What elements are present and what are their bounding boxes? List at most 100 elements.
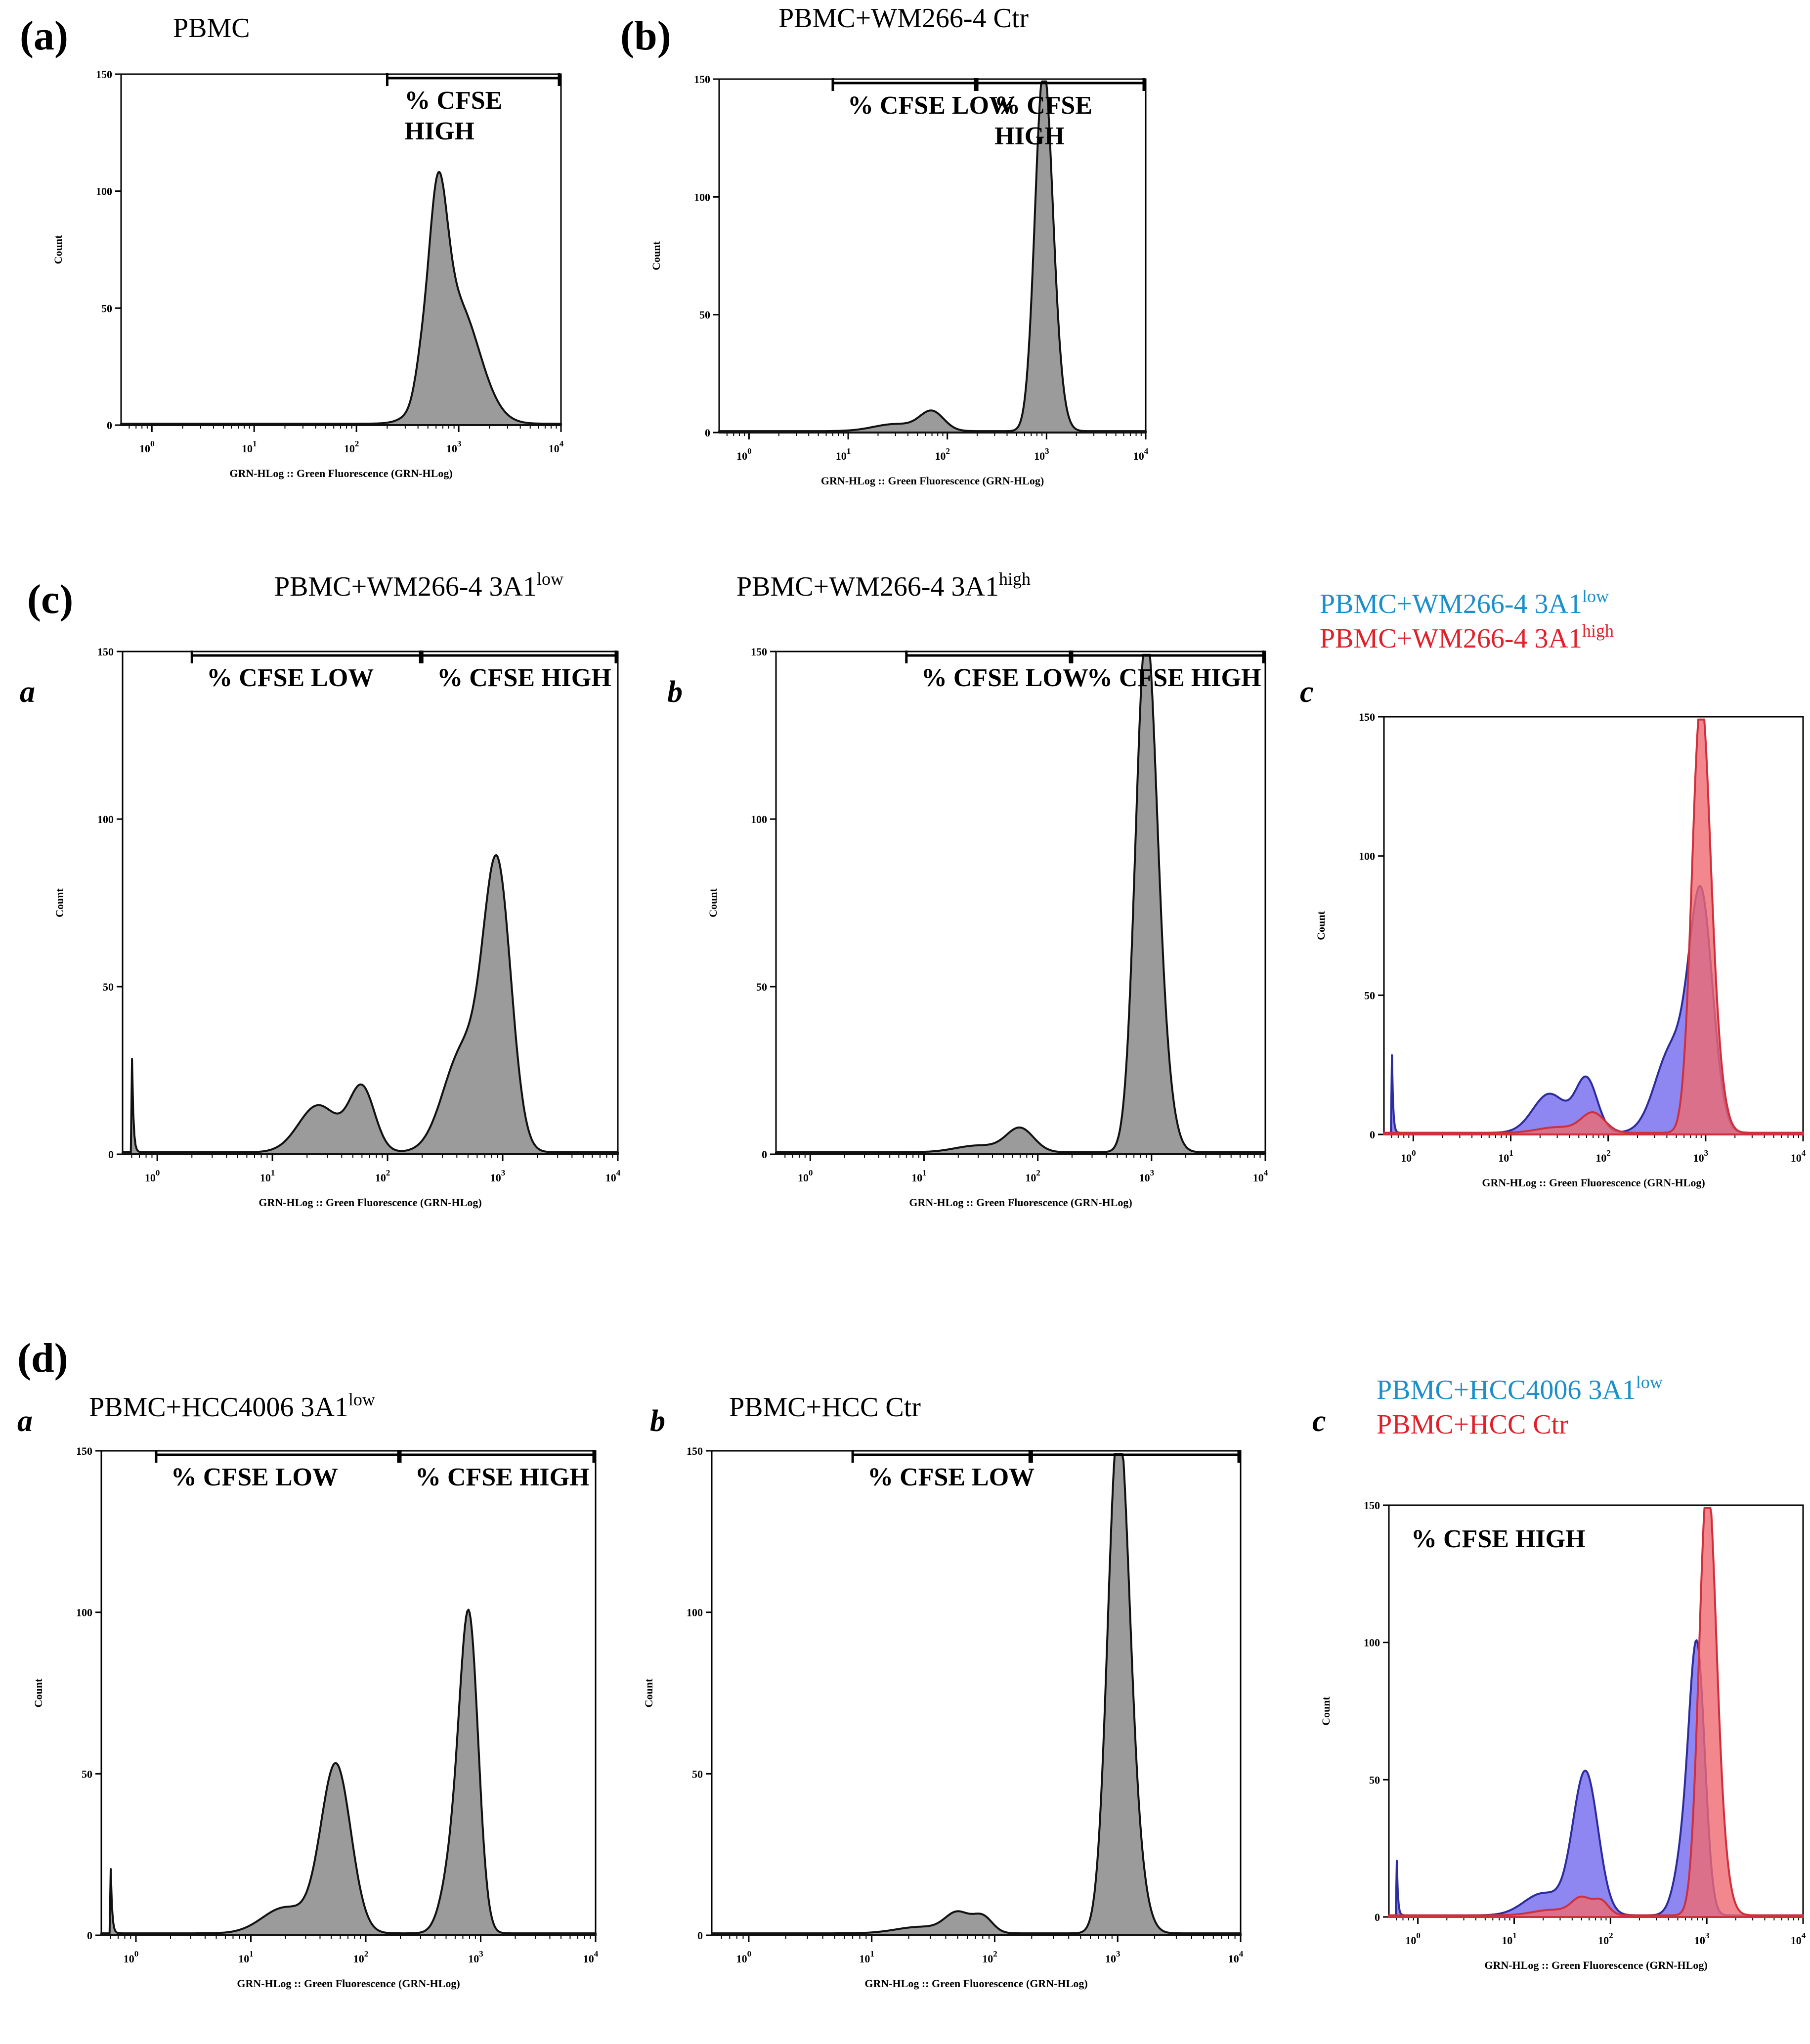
x-tick-base: 10 [1253,1172,1264,1184]
x-tick-base: 10 [145,1172,156,1184]
x-axis-label: GRN-HLog :: Green Fluorescence (GRN-HLog… [1482,1176,1705,1189]
legend-entry-red: PBMC+WM266-4 3A1high [1320,621,1614,654]
x-tick-label: 103 [1693,1148,1709,1164]
x-tick-label: 103 [446,439,462,455]
x-tick-label: 104 [549,439,564,455]
chart-title-text: PBMC+WM266-4 3A1 [736,571,999,602]
x-tick-base: 10 [583,1953,594,1965]
legend-entry-blue: PBMC+HCC4006 3A1low [1377,1372,1663,1405]
y-tick-label: 0 [108,1148,114,1161]
panel-label-a: (a) [20,13,68,59]
x-tick-label: 102 [935,446,950,462]
x-tick-label: 100 [1401,1148,1416,1164]
x-tick-label: 100 [736,446,752,462]
x-tick-exp: 4 [594,1949,599,1958]
x-tick-label: 102 [1595,1148,1611,1164]
y-tick-label: 150 [1359,711,1375,723]
y-tick-label: 150 [97,646,114,658]
panel-label-da: (d) [17,1335,68,1381]
x-tick-base: 10 [1025,1172,1036,1184]
y-tick-label: 150 [694,73,710,86]
chart-title-ca: PBMC+WM266-4 3A1low [274,569,563,602]
x-tick-base: 10 [1405,1934,1416,1947]
x-tick-base: 10 [238,1953,249,1965]
gate-label: % CFSE HIGH [1087,664,1261,692]
x-tick-base: 10 [549,442,560,455]
x-tick-base: 10 [935,450,946,462]
x-tick-label: 101 [238,1949,254,1965]
x-tick-exp: 3 [1116,1949,1120,1958]
x-tick-base: 10 [1133,450,1144,462]
x-tick-base: 10 [260,1172,271,1184]
gate-label-line: HIGH [994,122,1065,150]
sub-label-dc: c [1312,1404,1326,1438]
x-axis-label: GRN-HLog :: Green Fluorescence (GRN-HLog… [229,467,452,479]
gate-label: % CFSE LOW [171,1463,338,1491]
x-tick-exp: 3 [1045,446,1049,456]
x-tick-base: 10 [1694,1934,1705,1947]
gate-label: % CFSE LOW [921,664,1088,692]
chart-title-sup: low [348,1390,375,1409]
y-tick-label: 100 [1359,850,1375,863]
x-tick-label: 104 [1791,1148,1806,1164]
x-tick-exp: 4 [1802,1148,1806,1158]
x-tick-exp: 1 [253,439,257,448]
y-tick-label: 0 [1370,1129,1375,1141]
x-tick-label: 102 [982,1949,997,1965]
x-tick-base: 10 [605,1172,616,1184]
x-tick-base: 10 [982,1953,993,1965]
y-tick-label: 50 [101,302,112,314]
y-axis-label: Count [650,241,662,270]
x-axis-label: GRN-HLog :: Green Fluorescence (GRN-HLog… [864,1977,1087,1990]
y-axis-label: Count [52,235,64,264]
x-tick-exp: 4 [1264,1168,1268,1177]
x-tick-label: 102 [344,439,359,455]
x-tick-base: 10 [1598,1934,1609,1947]
x-tick-label: 103 [468,1949,483,1965]
y-tick-label: 100 [76,1607,92,1619]
inner-gate-label: % CFSE HIGH [1411,1525,1586,1553]
x-tick-exp: 0 [809,1168,813,1177]
gate-label: % CFSE LOW [848,91,1015,120]
x-tick-label: 104 [1791,1931,1806,1947]
y-tick-label: 150 [687,1445,703,1457]
gate-label-line: % CFSE [994,91,1092,120]
x-axis-label: GRN-HLog :: Green Fluorescence (GRN-HLog… [237,1977,460,1990]
x-tick-exp: 2 [355,439,359,448]
x-tick-label: 103 [1105,1949,1120,1965]
x-tick-label: 102 [1598,1931,1613,1947]
x-tick-label: 102 [353,1949,369,1965]
x-tick-base: 10 [139,442,150,455]
plot-frame [775,651,1266,1155]
x-tick-base: 10 [1498,1152,1509,1164]
x-tick-label: 103 [1139,1168,1155,1184]
y-axis-label: Count [32,1678,44,1707]
chart-title-db: PBMC+HCC Ctr [729,1392,921,1423]
x-tick-exp: 3 [479,1949,483,1958]
legend-entry-blue: PBMC+WM266-4 3A1low [1320,586,1609,619]
x-tick-label: 100 [139,439,155,455]
x-tick-label: 103 [1034,446,1049,462]
y-tick-label: 150 [76,1445,92,1457]
chart-title-b: PBMC+WM266-4 Ctr [778,3,1029,34]
y-tick-label: 0 [762,1148,767,1161]
y-tick-label: 100 [751,813,767,826]
y-tick-label: 100 [694,191,710,203]
gate-label: % CFSE LOW [867,1463,1034,1491]
x-tick-exp: 0 [1416,1931,1421,1940]
x-tick-exp: 2 [364,1949,369,1958]
x-axis-label: GRN-HLog :: Green Fluorescence (GRN-HLog… [909,1196,1132,1209]
x-tick-label: 101 [260,1168,275,1184]
x-tick-label: 101 [911,1168,927,1184]
histogram-gray [120,171,562,426]
x-tick-base: 10 [353,1953,364,1965]
x-tick-base: 10 [490,1172,501,1184]
x-tick-exp: 3 [1150,1168,1155,1177]
x-tick-base: 10 [1595,1152,1606,1164]
x-tick-base: 10 [911,1172,922,1184]
plot-frame [122,651,619,1155]
x-tick-label: 101 [1502,1931,1517,1947]
